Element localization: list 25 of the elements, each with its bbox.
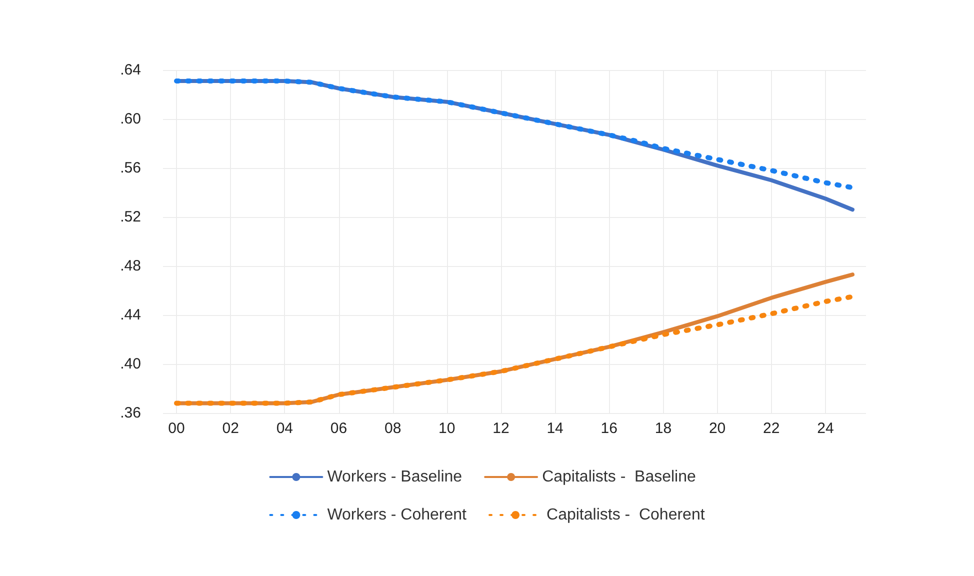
x-tick-label: 16	[600, 420, 618, 437]
x-tick-label: 14	[546, 420, 564, 437]
x-tick-label: 10	[438, 420, 456, 437]
y-tick-label: .56	[120, 160, 141, 176]
x-tick-label: 08	[384, 420, 402, 437]
x-tick-label: 02	[222, 420, 239, 437]
x-tick-label: 12	[492, 420, 510, 437]
legend-label: Workers - Baseline	[327, 468, 462, 486]
y-tick-label: .52	[120, 208, 141, 226]
x-tick-label: 06	[330, 420, 348, 437]
x-tick-label: 24	[817, 420, 834, 437]
x-tick-label: 18	[654, 420, 672, 437]
y-tick-label: .40	[120, 356, 141, 372]
x-tick-label: 00	[168, 420, 185, 437]
x-tick-label: 22	[763, 420, 780, 437]
legend-label: Workers - Coherent	[327, 506, 468, 524]
y-tick-label: .64	[120, 62, 141, 78]
legend-label: Capitalists - Coherent	[546, 506, 706, 524]
legend-label: Capitalists - Baseline	[542, 468, 696, 486]
y-tick-label: .44	[120, 306, 141, 324]
x-tick-label: 20	[708, 420, 726, 437]
y-tick-label: .60	[120, 110, 141, 128]
y-tick-label: .48	[120, 258, 141, 274]
x-tick-label: 04	[276, 420, 294, 437]
y-tick-label: .36	[120, 404, 141, 422]
